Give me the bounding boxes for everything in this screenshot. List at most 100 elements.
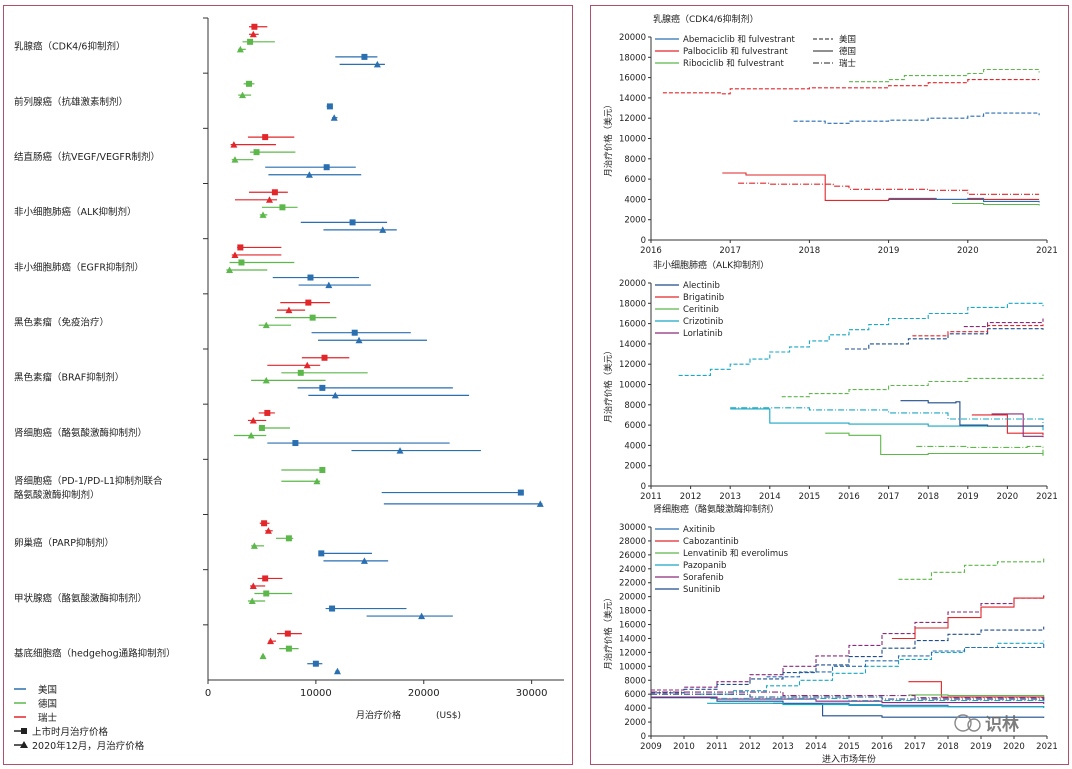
- legend-label: Palbociclib 和 fulvestrant: [683, 47, 788, 57]
- x-tick-label: 2021: [1036, 246, 1058, 256]
- y-tick-label: 2000: [624, 718, 646, 728]
- current-price-marker: [373, 60, 381, 68]
- series-line: [662, 79, 1040, 95]
- current-price-marker: [248, 597, 256, 605]
- y-tick-label: 18000: [619, 53, 646, 63]
- current-price-marker: [231, 251, 239, 258]
- series-line: [891, 595, 1045, 640]
- launch-price-marker: [237, 244, 244, 251]
- legend-label: 美国: [38, 684, 57, 696]
- current-price-marker: [396, 447, 404, 454]
- current-price-marker: [325, 281, 333, 289]
- line-charts: 乳腺癌（CDK4/6抑制剂） 0 2000 4000 6000 8000 10000 1200…: [603, 13, 1058, 763]
- series-line: [707, 702, 1045, 709]
- launch-price-marker: [321, 354, 328, 361]
- legend-label: Ceritinib: [683, 305, 719, 315]
- y-tick-label: 0: [641, 732, 646, 742]
- series-line: [825, 432, 1044, 456]
- launch-price-marker: [264, 409, 271, 416]
- current-price-marker: [267, 637, 275, 645]
- launch-price-marker: [279, 204, 286, 211]
- x-tick-label: 2020: [1003, 742, 1025, 752]
- launch-price-marker: [238, 259, 245, 266]
- x-tick-label: 2014: [759, 492, 781, 502]
- legend-label: Cabozantinib: [683, 537, 739, 547]
- series-line: [730, 407, 1044, 424]
- legend-triangle-marker: [20, 741, 28, 748]
- current-price-marker: [330, 114, 338, 121]
- current-price-marker: [262, 376, 270, 384]
- current-price-marker: [230, 141, 238, 148]
- y-tick-label: 14000: [619, 340, 646, 350]
- launch-price-marker: [349, 219, 356, 226]
- y-tick-label: 20000: [619, 33, 646, 43]
- y-tick-label: 6000: [624, 175, 646, 185]
- x-tick-label: 30000: [516, 688, 548, 699]
- current-price-marker: [249, 30, 257, 38]
- category-label: 酪氨酸激酶抑制剂）: [14, 489, 100, 501]
- series-line: [651, 691, 1045, 700]
- launch-price-marker: [245, 80, 252, 87]
- legend-style-label: 美国: [839, 34, 856, 45]
- series-line: [898, 558, 1045, 580]
- legend-label: Brigatinib: [683, 293, 724, 303]
- category-label: 非小细胞肺癌（ALK抑制剂）: [14, 206, 137, 218]
- y-tick-label: 26000: [619, 551, 646, 561]
- current-price-marker: [313, 477, 321, 485]
- current-price-marker: [360, 557, 368, 564]
- series-line: [900, 400, 1044, 427]
- series-line: [849, 68, 1040, 83]
- legend-label: Pazopanib: [683, 561, 726, 571]
- y-tick-label: 16000: [619, 320, 646, 330]
- current-price-marker: [418, 612, 426, 620]
- current-price-marker: [259, 652, 267, 660]
- y-tick-label: 4000: [624, 704, 646, 714]
- series-line: [971, 414, 1044, 436]
- current-price-marker: [303, 361, 311, 369]
- launch-price-marker: [309, 314, 316, 321]
- series-line: [722, 172, 1040, 201]
- legend-label: Axitinib: [683, 525, 715, 535]
- x-axis-unit: (US$): [436, 711, 461, 721]
- y-axis-label: 月治疗价格（美元）: [603, 346, 614, 423]
- x-tick-label: 2011: [640, 492, 662, 502]
- y-tick-label: 20000: [619, 593, 646, 603]
- x-axis-label: 进入市场年份: [822, 753, 876, 763]
- dot-range-chart: 0 10000 20000 30000 月治疗价格 (US$) 乳腺癌（CDK4/6抑制剂）…: [14, 17, 564, 752]
- launch-price-marker: [517, 489, 524, 496]
- y-axis-label: 月治疗价格（美元）: [603, 593, 614, 670]
- x-tick-label: 2021: [1036, 742, 1058, 752]
- series-line: [952, 202, 1040, 206]
- legend-style-label: 德国: [839, 46, 856, 57]
- y-tick-label: 0: [641, 482, 646, 492]
- launch-price-marker: [361, 53, 368, 60]
- x-tick-label: 2015: [799, 492, 821, 502]
- series-line: [651, 596, 1045, 691]
- launch-price-marker: [251, 23, 258, 30]
- series-line: [651, 696, 1045, 704]
- launch-price-marker: [263, 590, 270, 597]
- series-line: [710, 697, 1045, 703]
- series-line: [793, 112, 1040, 124]
- y-tick-label: 8000: [624, 401, 646, 411]
- current-price-marker: [264, 527, 272, 534]
- current-price-marker: [331, 391, 339, 399]
- category-label: 非小细胞肺癌（EGFR抑制剂）: [14, 261, 144, 273]
- y-tick-label: 10000: [619, 662, 646, 672]
- launch-price-marker: [292, 440, 299, 447]
- category-label: 甲状腺癌（酪氨酸激酶抑制剂）: [14, 592, 147, 604]
- current-price-marker: [305, 171, 313, 178]
- legend-label: Lenvatinib 和 everolimus: [683, 549, 789, 559]
- y-tick-label: 18000: [619, 607, 646, 617]
- launch-price-marker: [247, 38, 254, 45]
- legend-style-label: 瑞士: [839, 58, 857, 69]
- x-tick-label: 2019: [878, 246, 900, 256]
- current-price-marker: [333, 667, 341, 675]
- x-tick-label: 2016: [871, 742, 893, 752]
- y-tick-label: 12000: [619, 648, 646, 658]
- launch-price-marker: [262, 575, 269, 582]
- legend-label: Crizotinib: [683, 317, 723, 327]
- y-tick-label: 10000: [619, 381, 646, 391]
- y-tick-label: 12000: [619, 114, 646, 124]
- category-label: 肾细胞癌（酪氨酸激酶抑制剂）: [14, 427, 147, 439]
